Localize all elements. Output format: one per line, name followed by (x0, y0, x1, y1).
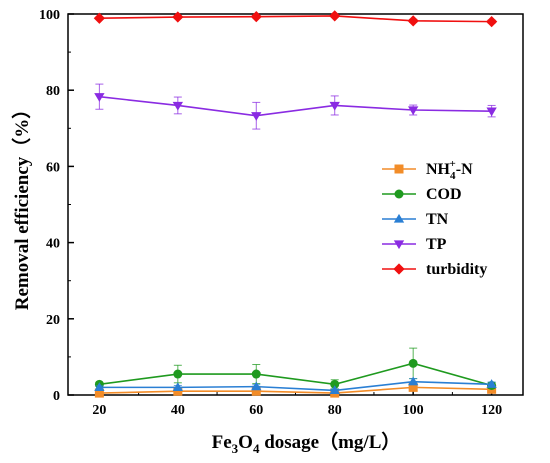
legend-label-base: NH (426, 161, 451, 178)
data-point (407, 376, 419, 386)
y-tick-label: 100 (39, 8, 60, 23)
data-point (408, 358, 418, 368)
axes: 20 40 60 80 100 120 0 20 40 60 80 100 (39, 8, 524, 418)
legend-item: TP (382, 236, 447, 253)
y-tick-label: 0 (53, 389, 60, 404)
legend-marker (394, 189, 404, 199)
data-point (251, 369, 261, 379)
x-tick-label: 60 (249, 403, 263, 418)
data-point (94, 382, 105, 391)
legend-item: COD (382, 186, 462, 203)
legend-item: turbidity (382, 261, 487, 278)
x-axis-title-sub2: 4 (253, 441, 260, 456)
x-axis-title: Fe3O4 dosage（mg/L） (212, 430, 401, 456)
series-tn (94, 376, 497, 395)
legend-label: COD (426, 186, 462, 203)
legend-label: turbidity (426, 261, 487, 278)
series-line (99, 95, 492, 117)
data-point (330, 379, 340, 389)
legend-label: TN (426, 211, 449, 228)
legend-label: NH4+-N (426, 158, 473, 182)
legend-label-sup: + (450, 158, 456, 170)
data-point (172, 11, 184, 23)
series-tp (94, 83, 497, 130)
series-layer (93, 10, 498, 398)
legend-item: NH4+-N (382, 158, 473, 182)
data-point (486, 107, 497, 117)
legend-item: TN (382, 211, 449, 228)
x-tick-label: 120 (481, 403, 502, 418)
x-axis-title-mid: O (238, 432, 253, 453)
x-tick-label: 20 (92, 403, 106, 418)
data-point (329, 10, 341, 22)
x-axis-title-rest: dosage（mg/L） (259, 430, 400, 453)
y-axis-title: Removal efficiency（%） (10, 100, 33, 311)
series-line (99, 386, 492, 394)
data-point (172, 382, 184, 391)
data-point (172, 101, 184, 111)
x-tick-label: 100 (403, 403, 424, 418)
data-point (251, 386, 261, 396)
x-tick-label: 40 (171, 403, 185, 418)
legend-label: TP (426, 236, 447, 253)
series-cod (94, 347, 497, 390)
legend-label-rest: -N (456, 161, 473, 178)
legend-marker (393, 213, 405, 223)
y-tick-label: 80 (46, 84, 60, 99)
y-tick-label: 20 (46, 313, 60, 328)
x-axis-title-sub1: 3 (232, 441, 239, 456)
legend-marker (393, 240, 405, 250)
series-line (99, 15, 492, 23)
data-point (407, 15, 419, 27)
data-point (250, 11, 262, 23)
y-tick-label: 40 (46, 237, 60, 252)
data-point (173, 369, 183, 379)
data-point (408, 382, 418, 392)
series-line (99, 362, 492, 387)
series-line (99, 380, 492, 392)
data-point (329, 385, 340, 395)
series-turbidity (93, 10, 498, 28)
legend-marker (393, 263, 405, 275)
data-point (486, 379, 497, 388)
data-point (173, 386, 183, 396)
data-point (93, 12, 106, 24)
legend-marker (394, 164, 404, 174)
legend: NH4+-N COD TN TP turbidity (382, 158, 487, 278)
data-point (407, 106, 419, 116)
y-tick-label: 60 (46, 160, 60, 175)
data-point (94, 388, 104, 398)
x-tick-label: 80 (328, 403, 342, 418)
axis-titles: Removal efficiency（%） Fe3O4 dosage（mg/L） (10, 100, 400, 456)
data-point (94, 93, 105, 102)
data-point (251, 112, 262, 121)
x-axis-title-base: Fe (212, 432, 232, 453)
legend-label-sub: 4 (450, 170, 456, 182)
plot-frame (67, 13, 524, 396)
data-point (251, 381, 262, 391)
data-point (329, 101, 340, 111)
data-point (485, 15, 498, 28)
